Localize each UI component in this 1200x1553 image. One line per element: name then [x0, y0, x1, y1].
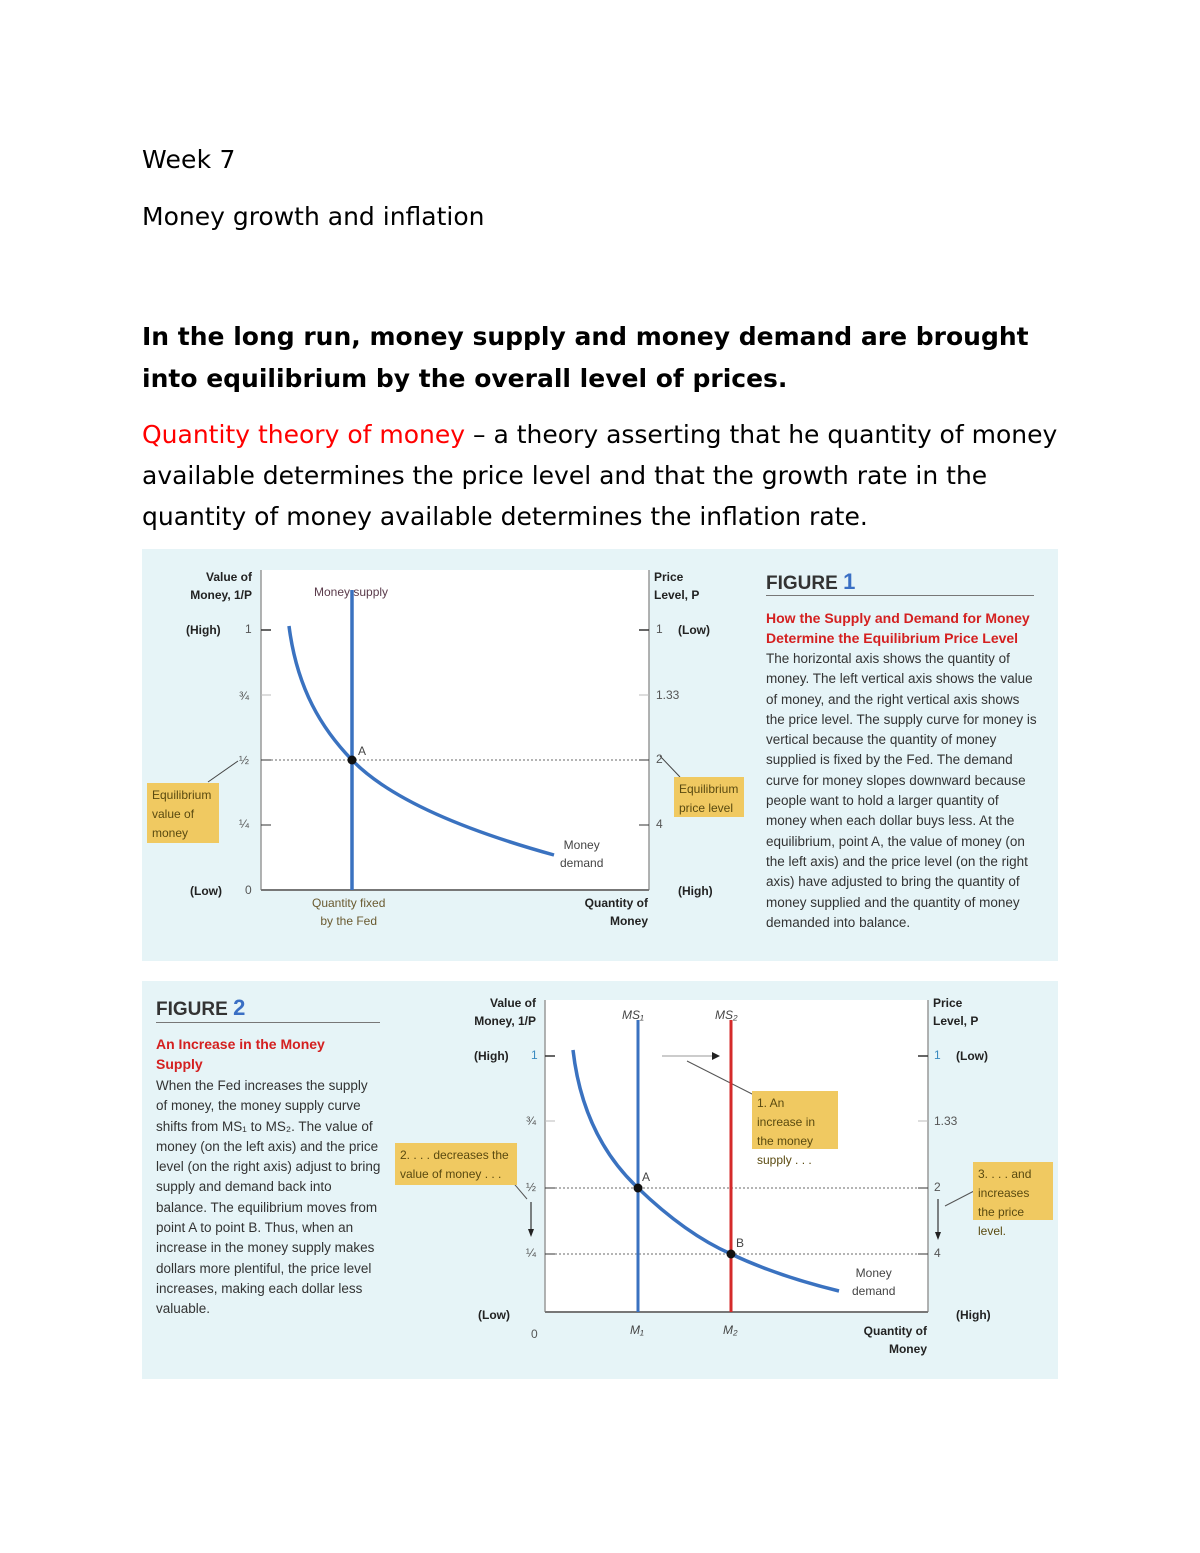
fig1-left-tick-1-4: ¼: [239, 817, 250, 831]
fig1-point-a-label: A: [358, 744, 367, 758]
fig2-left-tick-1-4: ¼: [526, 1246, 537, 1260]
fig1-callout-equilibrium-price: Equilibrium price level: [674, 777, 744, 817]
fig1-right-low: (Low): [678, 623, 710, 637]
fig1-plot: [207, 570, 681, 891]
fig1-callout-equilibrium-value: Equilibrium value of money: [147, 783, 219, 843]
figure-1-panel: Value of Money, 1/P (High) (Low) 1 ¾ ½ ¼ …: [142, 549, 1058, 961]
fig2-m2-label: M₂: [723, 1323, 738, 1337]
fig2-left-high: (High): [474, 1049, 509, 1063]
fig1-quantity-fixed-label: Quantity fixed by the Fed: [312, 896, 386, 928]
key-statement: In the long run, money supply and money …: [142, 322, 1029, 393]
fig1-right-tick-2: 2: [656, 752, 663, 766]
fig2-heading-rule: [156, 1022, 380, 1023]
figure-2-panel: FIGURE 2 An Increase in the Money Supply…: [142, 981, 1058, 1379]
fig1-caption-body: The horizontal axis shows the quantity o…: [766, 651, 1037, 930]
fig2-ms2-label: MS₂: [715, 1008, 738, 1022]
fig2-ms1-label: MS₁: [622, 1008, 644, 1022]
fig1-point-a: [347, 755, 357, 765]
fig2-left-tick-0: 0: [531, 1327, 538, 1341]
fig2-right-tick-2: 2: [934, 1180, 941, 1194]
fig1-heading-rule: [766, 595, 1034, 596]
fig1-left-low: (Low): [190, 884, 222, 898]
fig1-left-tick-1: 1: [245, 622, 252, 636]
fig2-money-demand-curve: [571, 1049, 840, 1293]
fig1-demand-label: Money demand: [560, 838, 604, 870]
definition-term: Quantity theory of money: [142, 420, 466, 449]
fig1-left-tick-0: 0: [245, 883, 252, 897]
fig2-right-tick-4: 4: [934, 1246, 941, 1260]
fig2-heading: FIGURE 2: [156, 995, 246, 1020]
week-heading: Week 7: [142, 145, 236, 174]
fig2-left-low: (Low): [478, 1308, 510, 1322]
fig2-right-axis-title: Price Level, P: [933, 996, 979, 1028]
fig1-right-tick-1: 1: [656, 622, 663, 636]
fig2-right-low: (Low): [956, 1049, 988, 1063]
fig1-right-tick-1-33: 1.33: [656, 688, 680, 702]
fig2-callout-increase-price: 3. . . . and increases the price level.: [973, 1162, 1053, 1238]
fig2-demand-label: Money demand: [852, 1266, 896, 1298]
fig1-left-axis-title: Value of Money, 1/P: [190, 570, 252, 602]
fig1-right-axis-title: Price Level, P: [654, 570, 700, 602]
fig2-x-axis-title: Quantity of Money: [863, 1324, 927, 1356]
definition-separator: –: [465, 420, 494, 449]
fig2-point-a: [633, 1183, 643, 1193]
fig2-plot: [498, 1000, 975, 1313]
definition-paragraph: Quantity theory of money – a theory asse…: [142, 414, 1062, 537]
fig2-left-tick-1-2: ½: [526, 1180, 537, 1194]
fig1-left-tick-1-2: ½: [239, 753, 250, 767]
section-title: Money growth and inflation: [142, 202, 485, 231]
fig1-right-high: (High): [678, 884, 713, 898]
fig2-left-tick-3-4: ¾: [526, 1114, 537, 1128]
definition-text: a theory asserting that he quantity of m…: [142, 420, 1058, 531]
fig2-left-tick-1: 1: [531, 1048, 538, 1062]
fig2-caption-body: When the Fed increases the supply of mon…: [156, 1078, 381, 1317]
fig1-left-tick-3-4: ¾: [239, 689, 250, 703]
fig1-caption-title: How the Supply and Demand for Money Dete…: [766, 610, 1030, 646]
fig1-left-high: (High): [186, 623, 221, 637]
fig2-left-axis-title: Value of Money, 1/P: [474, 996, 536, 1028]
fig2-callout-decrease-value: 2. . . . decreases the value of money . …: [395, 1143, 517, 1185]
fig1-right-tick-4: 4: [656, 817, 663, 831]
fig2-caption-title: An Increase in the Money Supply: [156, 1036, 325, 1072]
fig2-m1-label: M₁: [630, 1323, 644, 1337]
fig2-right-tick-1: 1: [934, 1048, 941, 1062]
fig2-point-b: [726, 1249, 736, 1259]
fig2-right-high: (High): [956, 1308, 991, 1322]
fig2-point-a-label: A: [642, 1170, 651, 1184]
fig2-right-tick-1-33: 1.33: [934, 1114, 958, 1128]
fig1-heading: FIGURE 1: [766, 569, 856, 594]
fig1-x-axis-title: Quantity of Money: [584, 896, 648, 928]
fig1-supply-label: Money supply: [314, 585, 389, 599]
fig2-callout-increase-supply: 1. An increase in the money supply . . .: [752, 1091, 838, 1167]
fig2-point-b-label: B: [736, 1236, 745, 1250]
